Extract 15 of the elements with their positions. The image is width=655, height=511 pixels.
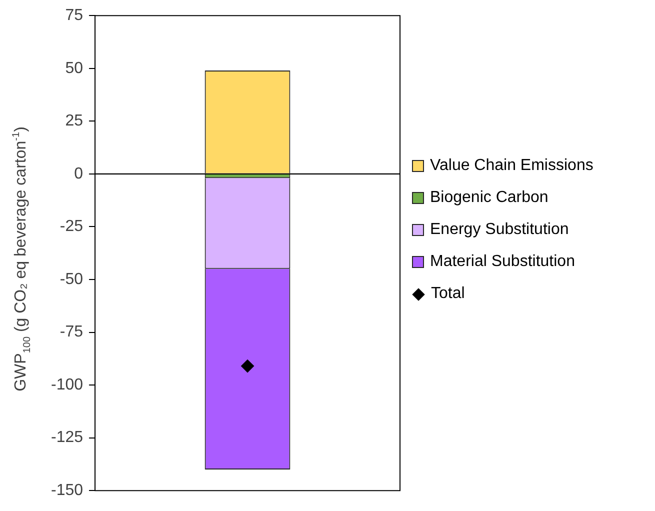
y-tick-label: 0 xyxy=(74,165,84,182)
y-tick-label: -125 xyxy=(50,429,84,446)
legend-label: Value Chain Emissions xyxy=(430,157,594,175)
y-tick-label: -150 xyxy=(50,482,84,500)
legend-label: Biogenic Carbon xyxy=(430,189,548,207)
y-tick-label: 50 xyxy=(65,60,84,77)
y-tick-label: 25 xyxy=(65,112,84,130)
y-tick-label: -100 xyxy=(50,376,84,394)
legend-label: Energy Substitution xyxy=(430,221,569,239)
y-tick-label: 75 xyxy=(65,7,84,24)
y-tick-label: -75 xyxy=(60,324,84,341)
legend-label: Total xyxy=(431,285,465,303)
legend-label: Material Substitution xyxy=(430,253,575,271)
y-tick-label: -50 xyxy=(60,270,84,288)
y-tick-label: -25 xyxy=(60,218,84,236)
